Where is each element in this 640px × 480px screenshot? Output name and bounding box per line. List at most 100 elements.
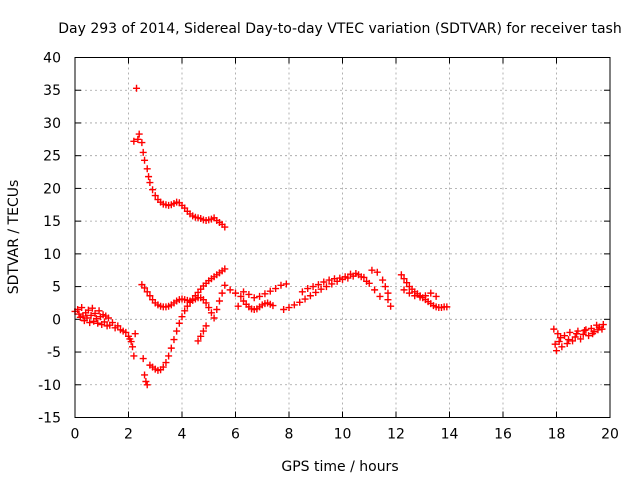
data-point — [178, 313, 186, 321]
series-late-afternoon — [397, 271, 451, 312]
data-point — [84, 306, 92, 314]
data-point — [261, 290, 269, 298]
data-point — [130, 352, 138, 360]
data-point — [173, 327, 181, 335]
data-point — [139, 355, 147, 363]
data-point — [141, 371, 149, 379]
y-tick-label: 40 — [43, 51, 61, 67]
data-point — [175, 319, 183, 327]
data-point — [400, 286, 408, 294]
data-point — [599, 321, 607, 329]
data-point — [215, 297, 223, 305]
data-point — [143, 165, 151, 173]
data-point — [280, 306, 288, 313]
data-point — [86, 319, 94, 327]
data-point — [221, 281, 229, 289]
data-point — [357, 273, 365, 281]
data-point — [309, 283, 317, 291]
data-point — [129, 343, 137, 351]
data-point — [245, 290, 253, 298]
series-mid-branch — [138, 281, 229, 345]
data-point — [555, 338, 563, 346]
data-point — [336, 274, 344, 282]
series-high-branch — [130, 84, 229, 231]
y-tick-label: 10 — [43, 247, 61, 263]
data-point — [141, 284, 149, 292]
y-tick-label: 0 — [52, 312, 61, 328]
series-dip-recovery — [139, 265, 229, 389]
data-point — [202, 322, 210, 330]
y-tick-label: 35 — [43, 83, 61, 99]
data-point — [322, 283, 330, 291]
y-tick-label: 20 — [43, 181, 61, 197]
data-point — [181, 307, 189, 315]
data-point — [207, 309, 215, 317]
data-point — [92, 315, 100, 323]
data-point — [290, 301, 298, 309]
y-tick-label: 25 — [43, 149, 61, 165]
data-point — [381, 283, 389, 291]
data-point — [373, 268, 381, 276]
x-axis-label: GPS time / hours — [281, 459, 398, 475]
data-point — [571, 333, 579, 341]
data-point — [368, 266, 376, 274]
data-point — [83, 314, 91, 322]
data-point — [411, 292, 419, 300]
data-point — [403, 279, 411, 287]
series-day-cluster — [226, 266, 395, 313]
data-point — [352, 270, 360, 277]
data-point — [108, 319, 116, 327]
data-point — [202, 299, 210, 307]
data-point — [78, 304, 86, 312]
data-point — [269, 302, 277, 310]
data-point — [569, 337, 577, 345]
data-point — [416, 293, 424, 301]
data-point — [384, 296, 392, 304]
data-point — [240, 288, 248, 296]
data-point — [165, 352, 173, 360]
data-point — [151, 192, 159, 200]
data-point — [328, 280, 336, 288]
data-point — [379, 276, 387, 284]
data-point — [371, 286, 379, 294]
data-point — [565, 336, 573, 344]
data-marks — [71, 84, 607, 389]
data-point — [384, 289, 392, 297]
data-point — [421, 292, 429, 300]
data-point — [557, 334, 565, 342]
data-point — [577, 335, 585, 343]
y-tick-label: 30 — [43, 116, 61, 132]
data-point — [563, 340, 571, 348]
data-point — [296, 298, 304, 306]
data-point — [146, 292, 154, 300]
data-point — [131, 330, 139, 338]
x-tick-label: 12 — [387, 427, 405, 443]
data-point — [95, 307, 103, 315]
data-point — [100, 318, 108, 326]
x-tick-label: 20 — [601, 427, 619, 443]
data-point — [561, 332, 569, 340]
data-point — [397, 271, 405, 279]
data-point — [197, 332, 205, 340]
data-point — [376, 292, 384, 300]
data-point — [266, 287, 274, 295]
data-point — [221, 223, 229, 231]
x-tick-label: 0 — [71, 427, 80, 443]
data-point — [589, 330, 597, 338]
y-tick-label: -10 — [38, 378, 61, 394]
data-point — [298, 288, 306, 296]
data-point — [213, 306, 221, 313]
data-point — [550, 325, 558, 333]
data-point — [304, 285, 312, 293]
data-point — [134, 135, 142, 143]
data-point — [146, 179, 154, 187]
data-point — [387, 302, 395, 310]
x-tick-label: 4 — [178, 427, 187, 443]
grid-layer — [75, 57, 610, 418]
plot-frame — [74, 57, 611, 418]
data-point — [554, 330, 562, 338]
x-tick-label: 8 — [285, 427, 294, 443]
series-early-cluster — [71, 304, 139, 360]
data-point — [256, 292, 264, 300]
